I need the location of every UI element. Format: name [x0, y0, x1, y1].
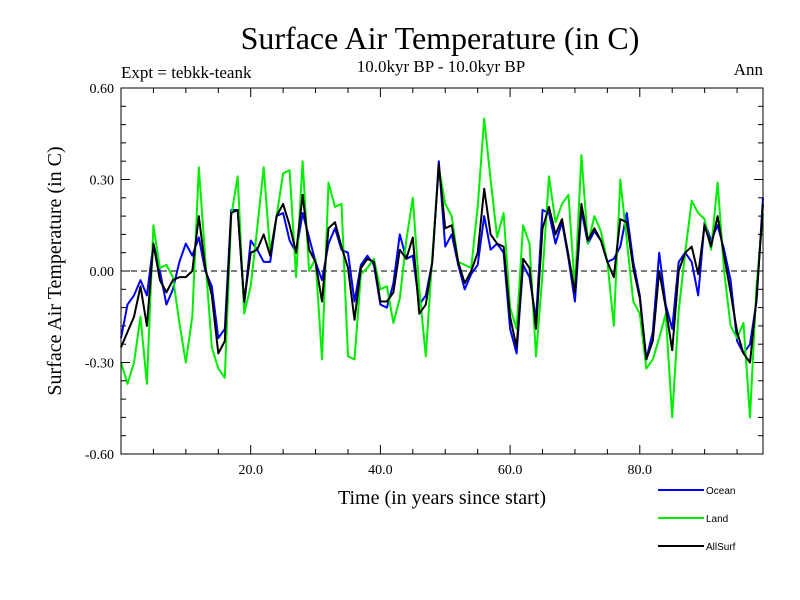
- y-tick-label: 0.30: [90, 174, 115, 189]
- y-tick-label: 0.60: [90, 82, 115, 97]
- y-tick-label: 0.00: [90, 265, 115, 280]
- plot-area: -0.60 -0.30 0.00 0.30 0.60 20.0 40.0 60.0 80.0: [85, 82, 764, 478]
- chart-subtitle: 10.0kyr BP - 10.0kyr BP: [357, 57, 525, 76]
- legend-label-ocean: Ocean: [706, 486, 735, 497]
- legend-label-allsurf: AllSurf: [706, 542, 736, 553]
- legend-label-land: Land: [706, 514, 728, 525]
- season-label: Ann: [734, 60, 764, 79]
- x-tick-label: 20.0: [238, 463, 263, 478]
- y-axis-label: Surface Air Temperature (in C): [44, 146, 66, 395]
- series-line-land: [120, 117, 764, 419]
- y-tick-label: -0.60: [85, 448, 114, 463]
- x-tick-label: 80.0: [628, 463, 653, 478]
- y-tick-label: -0.30: [85, 357, 114, 372]
- x-tick-label: 40.0: [368, 463, 393, 478]
- legend: Ocean Land AllSurf: [658, 486, 736, 553]
- x-tick-label: 60.0: [498, 463, 523, 478]
- chart-title: Surface Air Temperature (in C): [241, 20, 640, 56]
- x-axis-label: Time (in years since start): [338, 487, 546, 509]
- series-line-allsurf: [120, 163, 764, 364]
- expt-label: Expt = tebkk-teank: [121, 63, 252, 82]
